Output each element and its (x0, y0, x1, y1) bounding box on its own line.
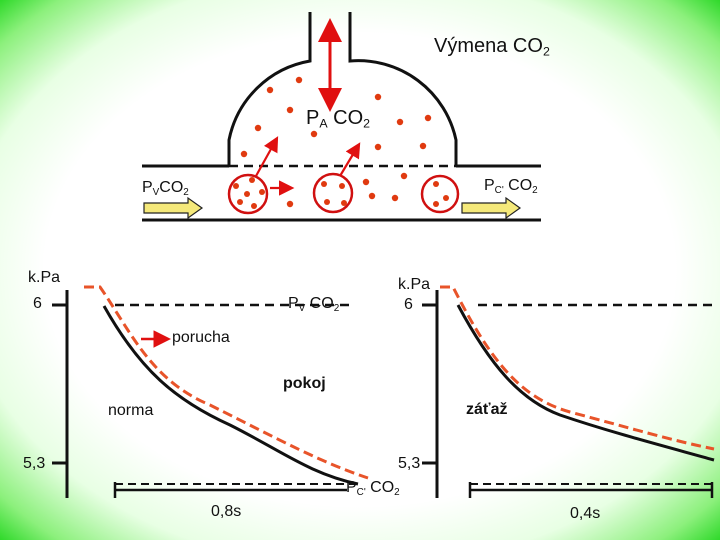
blood-cell (227, 173, 269, 215)
right-unit-label: k.Pa (398, 276, 431, 293)
left-curve-normal (102, 305, 359, 486)
right-time-label: 0,4s (570, 505, 601, 522)
capillary-end-pco2-label: PC' CO2 (484, 177, 538, 196)
left-time-label: 0,8s (211, 503, 242, 520)
right-curve-normal (456, 304, 715, 462)
left-venous-curve-label: PV CO2 (288, 295, 340, 314)
co2-molecules (233, 76, 449, 209)
right-chart (422, 285, 715, 498)
blood-cell (420, 174, 460, 214)
right-y-top-label: 6 (404, 296, 413, 313)
left-chart (52, 285, 369, 498)
pokoj-label: pokoj (283, 375, 326, 392)
left-y-bottom-label: 5,3 (23, 455, 46, 472)
right-curve-exercise (440, 285, 715, 451)
title: Výmena CO2 (434, 35, 550, 59)
venous-pco2-label: PVCO2 (142, 179, 189, 198)
right-x-label: PC' CO2 (346, 479, 400, 498)
left-curve-disorder (84, 285, 369, 480)
flow-arrow-right (461, 196, 522, 220)
zataz-label: záťaž (466, 401, 508, 418)
diffusion-arrows (255, 136, 361, 196)
porucha-label: porucha (172, 329, 230, 346)
alveolar-membrane (142, 164, 541, 222)
alveolus (227, 12, 458, 166)
blood-cell (312, 172, 354, 214)
red-blood-cells (227, 172, 460, 215)
left-unit-label: k.Pa (28, 269, 61, 286)
right-y-bottom-label: 5,3 (398, 455, 421, 472)
flow-arrow-left (143, 196, 204, 220)
left-y-top-label: 6 (33, 295, 42, 312)
norma-label: norma (108, 402, 154, 419)
alveolar-pco2-label: PA CO2 (306, 107, 371, 131)
